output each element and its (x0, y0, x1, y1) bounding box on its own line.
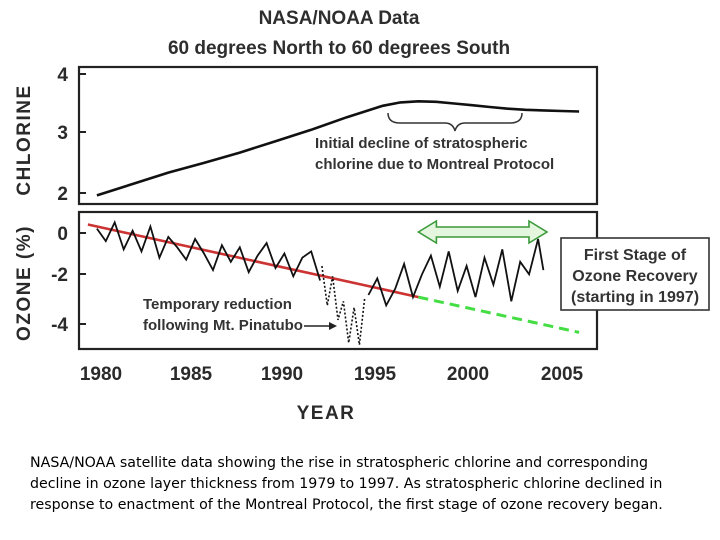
recovery-period-double-arrow (416, 219, 549, 245)
chart-subtitle: 60 degrees North to 60 degrees South (168, 38, 510, 59)
chlorine-annotation-line2: chlorine due to Montreal Protocol (315, 156, 554, 173)
recovery-callout-line2: Ozone Recovery (572, 268, 697, 285)
chart-title: NASA/NOAA Data (259, 8, 420, 29)
ozone-projection-dashed-line (418, 295, 580, 334)
chlorine-decline-brace (387, 112, 523, 132)
recovery-callout-box (560, 237, 710, 311)
ozone-observations-line (96, 219, 321, 281)
ozone-observations-after-1994-line (367, 238, 545, 308)
chlorine-axis-label: CHLORINE (14, 84, 35, 195)
ozone-tick-minus2: -2 (51, 265, 68, 286)
chlorine-annotation-line1: Initial decline of stratospheric (315, 135, 528, 152)
chart: NASA/NOAA Data 60 degrees North to 60 de… (14, 8, 710, 424)
chlorine-tick-2: 2 (57, 184, 68, 205)
ozone-tick-0: 0 (57, 224, 68, 245)
x-tick-1990: 1990 (261, 364, 303, 385)
chlorine-panel-frame (77, 65, 599, 206)
x-axis-label: YEAR (297, 403, 356, 424)
recovery-callout-line3: (starting in 1997) (571, 289, 699, 306)
recovery-callout-line1: First Stage of (584, 247, 687, 264)
x-tick-1980: 1980 (80, 364, 122, 385)
ozone-axis-label: OZONE (%) (14, 225, 35, 341)
ozone-decline-trend-line (87, 223, 419, 299)
pinatubo-pointer-arrowhead (329, 322, 337, 330)
chlorine-tick-3: 3 (57, 123, 68, 144)
figure-caption: NASA/NOAA satellite data showing the ris… (30, 455, 663, 513)
x-tick-1985: 1985 (170, 364, 213, 385)
pinatubo-annotation-line2: following Mt. Pinatubo (143, 317, 303, 334)
chlorine-series-line (96, 99, 580, 197)
x-tick-2005: 2005 (541, 364, 584, 385)
ozone-pinatubo-dotted-line (321, 265, 366, 345)
x-tick-1995: 1995 (354, 364, 397, 385)
x-tick-2000: 2000 (447, 364, 489, 385)
pinatubo-annotation-line1: Temporary reduction (143, 296, 292, 313)
ozone-tick-minus4: -4 (51, 315, 68, 336)
chlorine-tick-4: 4 (57, 65, 68, 86)
